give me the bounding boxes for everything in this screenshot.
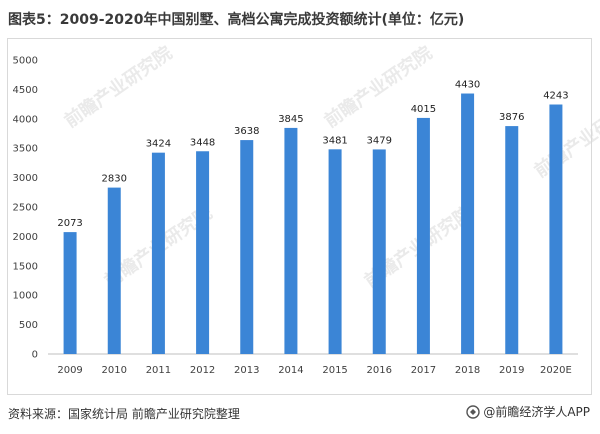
x-tick-label-2009: 2009 xyxy=(57,365,82,376)
bar-2009 xyxy=(63,232,77,354)
x-tick-label-2012: 2012 xyxy=(190,365,215,376)
bar-2010 xyxy=(107,187,121,354)
brand-credit-text: @前瞻经济学人APP xyxy=(483,405,590,419)
y-tick-label: 3500 xyxy=(13,144,38,155)
data-label-2009: 2073 xyxy=(57,218,82,229)
bar-2020E xyxy=(549,104,563,354)
bar-2018 xyxy=(461,93,475,355)
watermark-text: 前瞻产业研究院 xyxy=(530,92,600,182)
x-tick-label-2013: 2013 xyxy=(234,365,259,376)
y-tick-label: 4000 xyxy=(13,114,38,125)
data-label-2014: 3845 xyxy=(278,114,303,125)
data-label-2011: 3424 xyxy=(146,139,171,150)
bar-2014 xyxy=(284,127,298,354)
y-tick-label: 500 xyxy=(19,320,38,331)
y-tick-label: 1500 xyxy=(13,261,38,272)
data-label-2016: 3479 xyxy=(367,135,392,146)
data-label-2020E: 4243 xyxy=(543,91,568,102)
x-tick-label-2014: 2014 xyxy=(278,365,303,376)
x-tick-label-2017: 2017 xyxy=(411,365,436,376)
x-tick-label-2010: 2010 xyxy=(102,365,127,376)
source-note: 资料来源：国家统计局 前瞻产业研究院整理 xyxy=(8,407,240,421)
x-tick-label-2019: 2019 xyxy=(499,365,524,376)
bar-2019 xyxy=(505,126,519,354)
watermark-text: 前瞻产业研究院 xyxy=(60,42,176,132)
y-tick-label: 1000 xyxy=(13,291,38,302)
bar-chart: 前瞻产业研究院前瞻产业研究院前瞻产业研究院前瞻产业研究院前瞻产业研究院 0500… xyxy=(13,42,600,376)
bar-2012 xyxy=(196,151,210,354)
bar-2015 xyxy=(328,149,342,354)
bar-2017 xyxy=(416,117,430,354)
data-label-2019: 3876 xyxy=(499,112,524,123)
data-label-2018: 4430 xyxy=(455,80,480,91)
data-label-2012: 3448 xyxy=(190,137,215,148)
x-tick-label-2016: 2016 xyxy=(367,365,392,376)
y-tick-label: 4500 xyxy=(13,85,38,96)
x-tick-label-2015: 2015 xyxy=(322,365,347,376)
chart-title: 图表5：2009-2020年中国别墅、高档公寓完成投资额统计(单位：亿元) xyxy=(8,12,465,28)
chart-frame xyxy=(7,38,592,395)
brand-credit: @前瞻经济学人APP xyxy=(466,403,590,420)
data-label-2017: 4015 xyxy=(411,104,436,115)
x-tick-label-2020E: 2020E xyxy=(540,365,572,376)
data-label-2010: 2830 xyxy=(102,174,127,185)
data-label-2013: 3638 xyxy=(234,126,259,137)
brand-logo-icon xyxy=(466,404,481,419)
y-tick-label: 2500 xyxy=(13,203,38,214)
bar-series xyxy=(63,93,563,355)
bar-2013 xyxy=(240,140,254,354)
y-tick-label: 3000 xyxy=(13,173,38,184)
y-tick-label: 0 xyxy=(32,350,38,361)
x-tick-label-2011: 2011 xyxy=(146,365,171,376)
x-tick-label-2018: 2018 xyxy=(455,365,480,376)
bar-2016 xyxy=(372,149,386,354)
x-axis: 2009 2010 2011 2012 2013 2014 2015 2016 2017 2018… xyxy=(48,353,578,376)
data-label-2015: 3481 xyxy=(322,135,347,146)
y-tick-label: 5000 xyxy=(13,56,38,67)
y-axis: 0 500 1000 1500 2000 2500 3000 3500 4000 4500 5000 xyxy=(13,56,38,361)
data-labels: 2073 2830 3424 3448 3638 3845 3481 3479 4015 4430… xyxy=(57,80,568,230)
y-tick-label: 2000 xyxy=(13,232,38,243)
bar-2011 xyxy=(151,152,165,354)
